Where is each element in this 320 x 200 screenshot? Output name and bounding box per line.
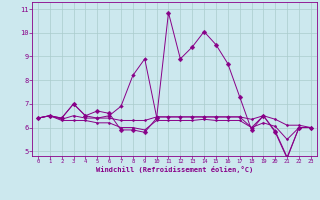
X-axis label: Windchill (Refroidissement éolien,°C): Windchill (Refroidissement éolien,°C) <box>96 166 253 173</box>
